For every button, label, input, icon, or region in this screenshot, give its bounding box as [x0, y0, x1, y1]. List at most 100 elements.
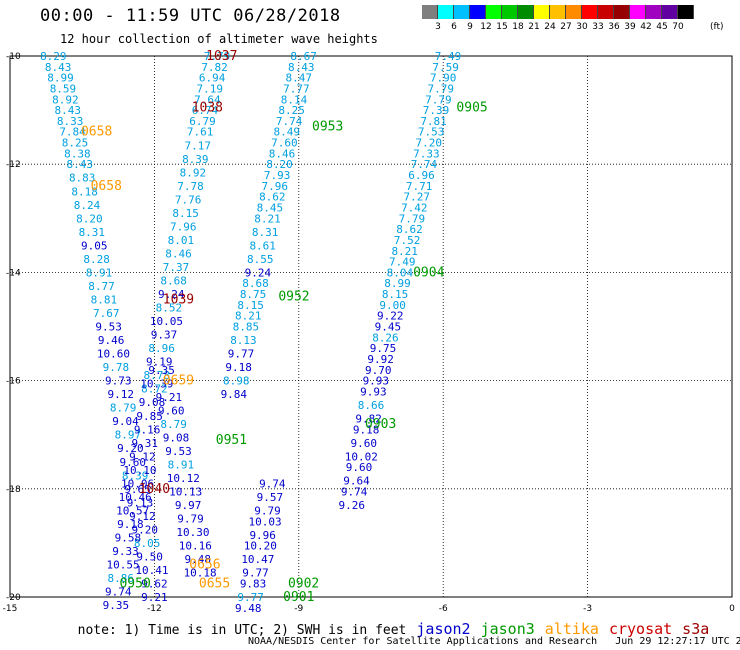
color-swatch [566, 5, 582, 19]
wave-height-value: 7.90 [430, 72, 457, 85]
y-tick-label: -18 [6, 485, 21, 495]
wave-height-value: 9.21 [141, 591, 168, 604]
wave-height-value: 9.77 [228, 348, 255, 361]
wave-height-value: 10.03 [249, 515, 282, 528]
wave-height-value: 9.85 [136, 410, 163, 423]
wave-height-value: 7.64 [194, 93, 221, 106]
color-scale-tick: 9 [467, 22, 473, 32]
wave-height-value: 8.21 [235, 310, 262, 323]
wave-height-value: 8.01 [168, 234, 195, 247]
wave-height-value: 7.78 [177, 180, 204, 193]
color-scale-units: (ft) [710, 22, 724, 32]
wave-height-value: 9.65 [124, 483, 151, 496]
color-swatch [598, 5, 614, 19]
legend-item-cryosat: cryosat [608, 620, 673, 638]
wave-height-value: 7.59 [432, 61, 459, 74]
wave-height-value: 8.31 [252, 226, 279, 239]
color-scale-tick: 70 [672, 22, 684, 32]
wave-height-value: 8.25 [62, 137, 89, 150]
wave-height-value: 7.19 [197, 82, 224, 95]
color-swatch [422, 5, 438, 19]
wave-height-value: 8.59 [50, 82, 77, 95]
color-scale-tick: 27 [560, 22, 572, 32]
x-tick-label: 0 [729, 604, 735, 614]
wave-height-value: 9.53 [165, 445, 192, 458]
wave-height-value: 9.26 [338, 499, 365, 512]
wave-height-value: 8.33 [57, 115, 84, 128]
wave-height-value: 9.75 [370, 342, 397, 355]
wave-height-value: 8.04 [387, 266, 414, 279]
wave-height-value: 9.08 [139, 396, 166, 409]
wave-height-value: 9.78 [103, 361, 130, 374]
wave-height-value: 7.60 [271, 137, 298, 150]
wave-height-value: 9.16 [134, 423, 161, 436]
wave-height-value: 9.12 [107, 388, 134, 401]
pass-time-label: 0656 [189, 558, 220, 573]
wave-height-value: 9.37 [151, 329, 178, 342]
wave-height-value: 8.99 [384, 277, 411, 290]
wave-height-value: 7.37 [163, 261, 190, 274]
color-swatch [646, 5, 662, 19]
wave-height-value: 6.74 [192, 104, 219, 117]
color-swatch [534, 5, 550, 19]
wave-height-value: 7.84 [59, 126, 86, 139]
wave-height-value: 9.35 [148, 364, 175, 377]
wave-height-value: 8.49 [274, 126, 301, 139]
y-tick-label: -10 [6, 52, 21, 62]
wave-height-value: 7.39 [423, 104, 450, 117]
color-scale-tick: 42 [640, 22, 652, 32]
wave-height-value: 7.49 [435, 50, 462, 63]
wave-height-value: 9.83 [240, 577, 267, 590]
wave-height-value: 9.19 [146, 356, 173, 369]
color-swatch [550, 5, 566, 19]
wave-height-value: 8.62 [259, 191, 286, 204]
wave-height-value: 8.29 [40, 50, 67, 63]
color-swatch [614, 5, 630, 19]
wave-height-value: 8.31 [79, 226, 106, 239]
plot-frame [9, 55, 733, 598]
wave-height-value: 7.82 [201, 61, 228, 74]
color-scale-tick: 39 [624, 22, 636, 32]
wave-height-value: 8.14 [281, 93, 308, 106]
legend-item-jason2: jason2 [416, 620, 471, 638]
wave-height-value: 8.97 [115, 429, 142, 442]
x-tick-label: -15 [3, 604, 18, 614]
pass-time-label: 0904 [413, 265, 444, 280]
wave-height-value: 9.74 [259, 477, 286, 490]
wave-height-value: 7.93 [264, 169, 291, 182]
wave-height-value: 9.21 [156, 391, 183, 404]
wave-height-value: 9.18 [353, 423, 380, 436]
wave-height-value: 10.46 [119, 491, 152, 504]
wave-height-value: 8.43 [67, 158, 94, 171]
wave-height-value: 8.26 [372, 331, 399, 344]
wave-height-value: 8.21 [254, 212, 281, 225]
wave-height-value: 7.42 [401, 201, 428, 214]
color-swatch [518, 5, 534, 19]
color-scale-tick: 24 [544, 22, 556, 32]
wave-height-value: 9.12 [129, 510, 156, 523]
wave-height-value: 9.20 [132, 523, 159, 536]
wave-height-value: 9.48 [235, 602, 262, 615]
wave-height-value: 7.74 [276, 115, 303, 128]
wave-height-value: 7.96 [170, 220, 197, 233]
wave-height-value: 7.81 [420, 115, 447, 128]
color-scale-tick: 30 [576, 22, 588, 32]
wave-height-value: 7.71 [406, 180, 433, 193]
wave-height-value: 7.20 [416, 137, 443, 150]
pass-time-label: 0903 [365, 417, 396, 432]
wave-height-value: 7.79 [428, 82, 455, 95]
legend-item-jason3: jason3 [480, 620, 535, 638]
wave-height-value: 8.79 [160, 418, 187, 431]
color-swatch [582, 5, 598, 19]
wave-height-value: 8.67 [290, 50, 317, 63]
wave-height-value: 7.76 [175, 193, 202, 206]
wave-height-value: 9.50 [136, 550, 163, 563]
wave-height-value: 8.91 [86, 266, 113, 279]
legend-item-s3a: s3a [682, 620, 710, 638]
wave-height-value: 8.46 [269, 147, 296, 160]
wave-height-value: 7.17 [184, 139, 211, 152]
wave-height-value: 8.86 [107, 572, 134, 585]
wave-height-value: 9.77 [242, 567, 269, 580]
wave-height-value: 8.46 [165, 247, 192, 260]
wave-height-value: 9.35 [103, 599, 130, 612]
